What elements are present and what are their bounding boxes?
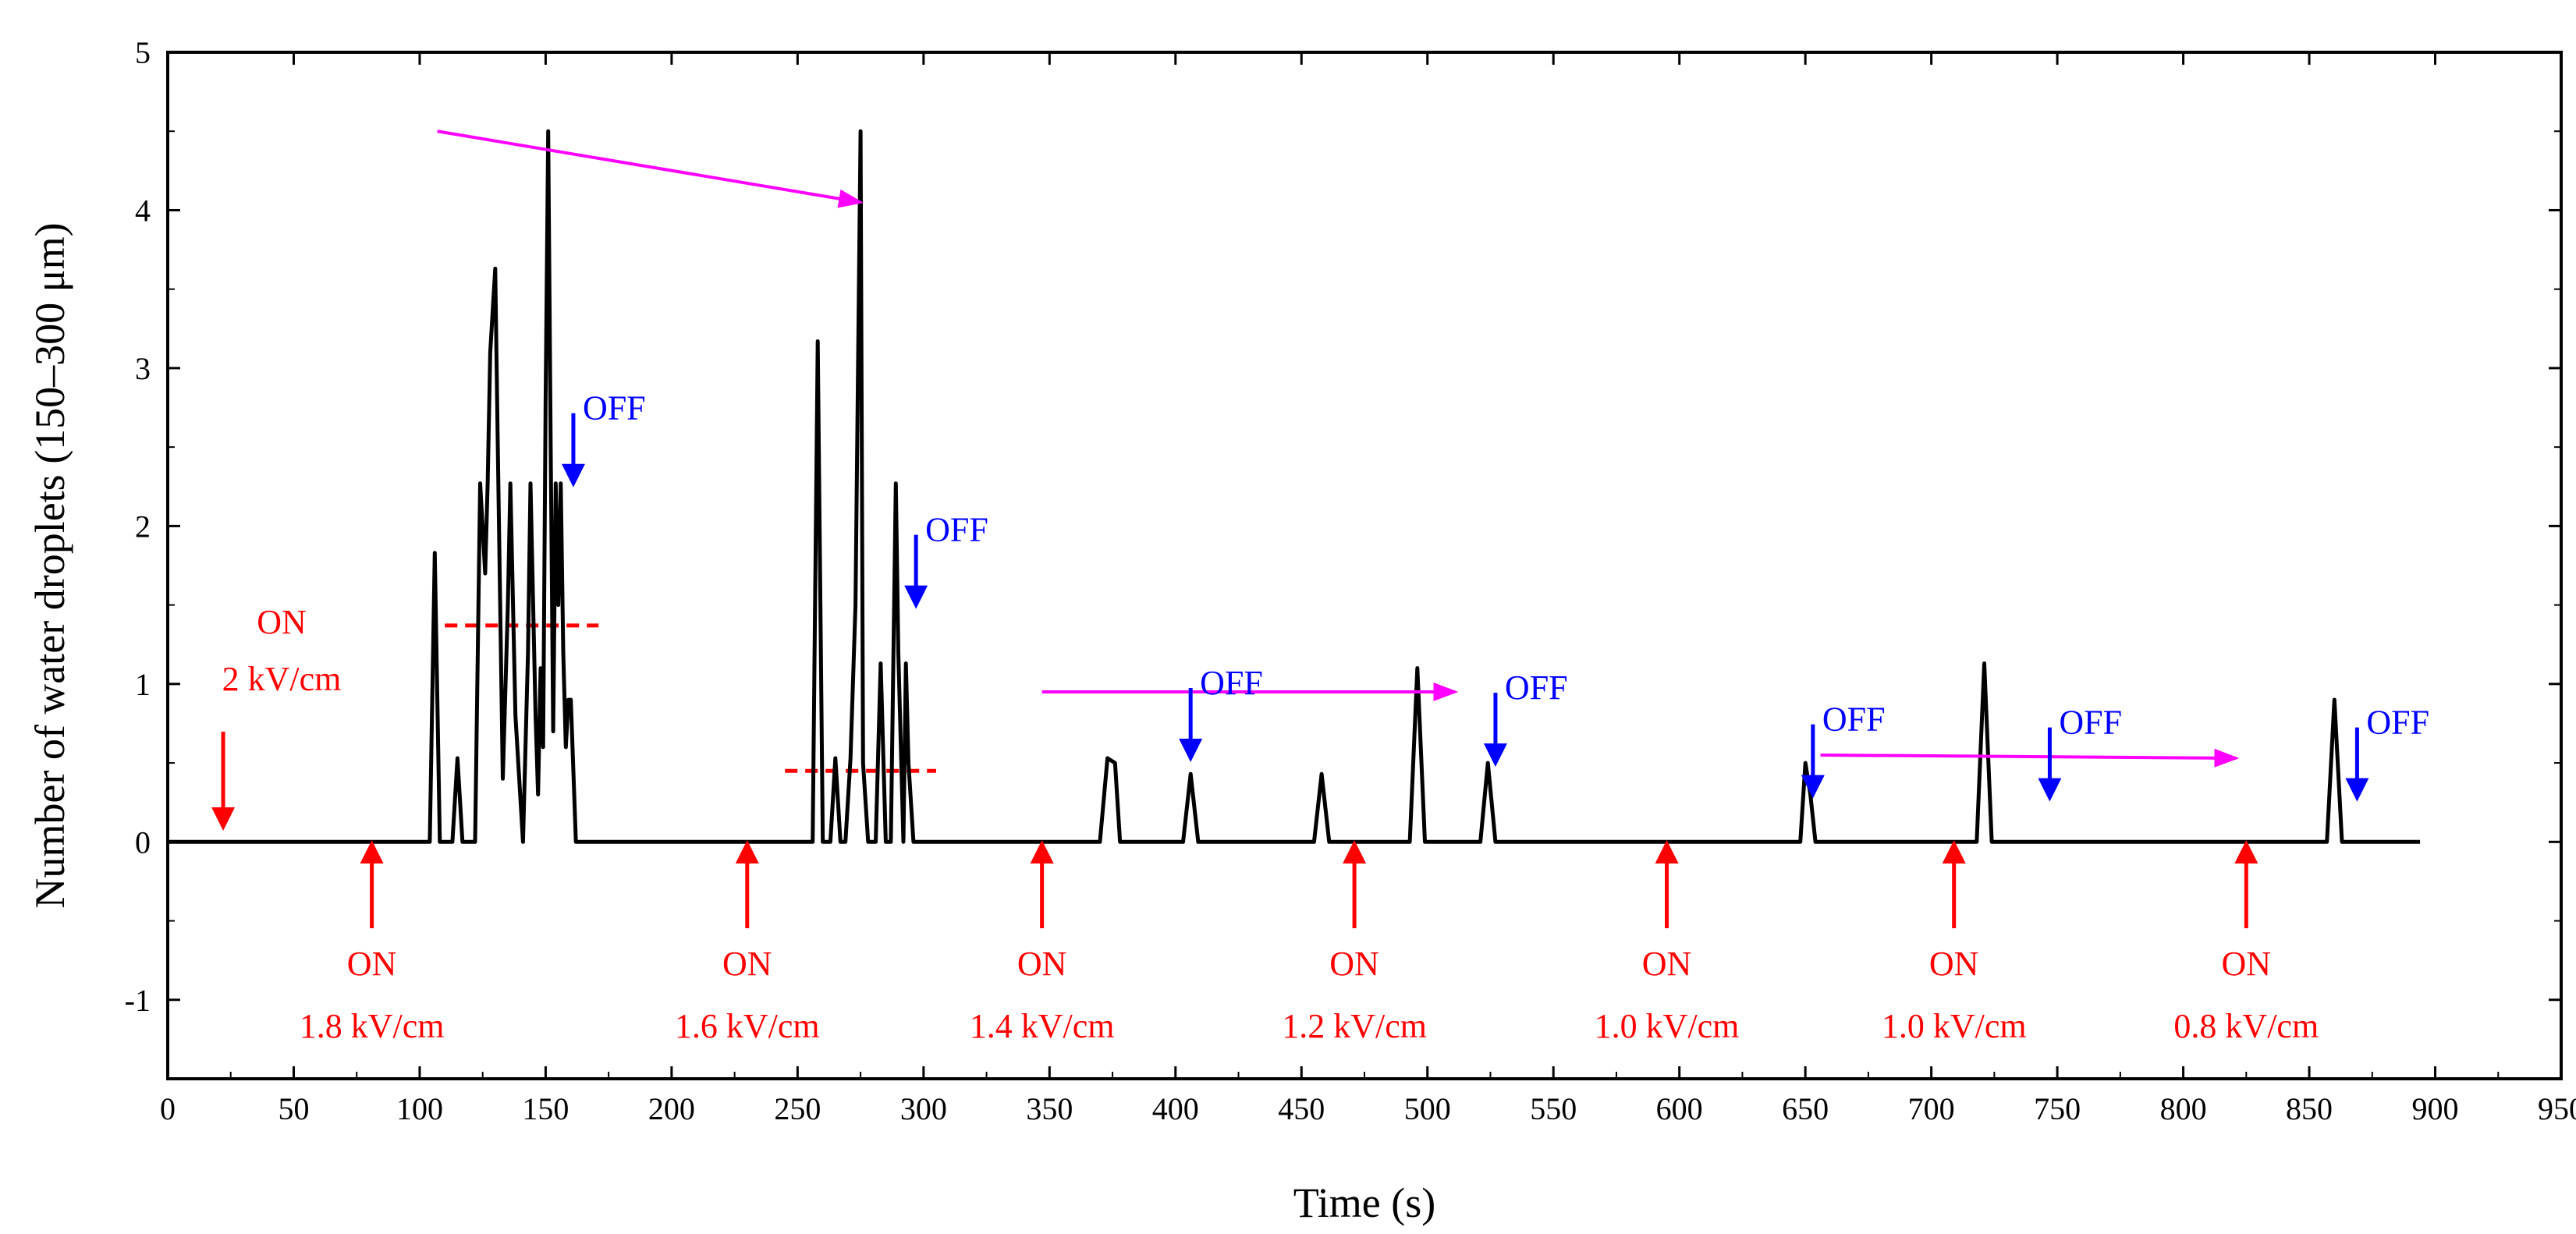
x-tick-label: 500 bbox=[1404, 1091, 1451, 1126]
dashed-level-lines bbox=[445, 623, 936, 773]
x-tick-label: 850 bbox=[2286, 1091, 2333, 1126]
on-label: ON bbox=[1329, 945, 1379, 983]
x-tick-label: 100 bbox=[396, 1091, 443, 1126]
x-tick-label: 750 bbox=[2034, 1091, 2081, 1126]
on-field-label: 1.4 kV/cm bbox=[970, 1007, 1115, 1045]
on-field-label: 1.0 kV/cm bbox=[1595, 1007, 1740, 1045]
trend-arrow bbox=[437, 129, 864, 208]
on-field-label: 1.8 kV/cm bbox=[300, 1007, 445, 1045]
y-axis-ticks: -1 0 1 2 3 4 5 bbox=[125, 35, 2561, 1080]
on-field-label: 1.2 kV/cm bbox=[1282, 1007, 1427, 1045]
x-tick-label: 900 bbox=[2412, 1091, 2459, 1126]
x-tick-label: 250 bbox=[774, 1091, 821, 1126]
y-tick-label: 5 bbox=[135, 35, 151, 70]
x-tick-label: 800 bbox=[2160, 1091, 2207, 1126]
x-tick-label: 150 bbox=[522, 1091, 569, 1126]
x-tick-label: 300 bbox=[900, 1091, 947, 1126]
off-label: OFF bbox=[2366, 704, 2429, 742]
off-annotations: OFF OFF OFF OFF OFF OFF OFF bbox=[561, 389, 2429, 802]
y-tick-label: 2 bbox=[135, 509, 151, 544]
y-tick-label: 4 bbox=[135, 193, 151, 228]
x-tick-label: 950 bbox=[2538, 1091, 2576, 1126]
off-label: OFF bbox=[1200, 664, 1263, 702]
on-field-label: 1.0 kV/cm bbox=[1882, 1007, 2027, 1045]
on-label: ON bbox=[1017, 945, 1067, 983]
y-tick-label: 1 bbox=[135, 667, 151, 702]
series-layer bbox=[168, 129, 2421, 844]
plot-frame bbox=[166, 51, 2563, 1080]
series-line bbox=[168, 129, 2421, 844]
trend-arrow bbox=[1820, 748, 2240, 768]
x-tick-label: 400 bbox=[1152, 1091, 1199, 1126]
off-label: OFF bbox=[2059, 704, 2122, 742]
off-label: OFF bbox=[1505, 668, 1568, 707]
off-label: OFF bbox=[1822, 700, 1886, 739]
on-field-label: 2 kV/cm bbox=[222, 660, 342, 698]
x-tick-label: 700 bbox=[1908, 1091, 1955, 1126]
on-label: ON bbox=[2222, 945, 2272, 983]
on-label: ON bbox=[347, 945, 397, 983]
x-tick-label: 600 bbox=[1656, 1091, 1703, 1126]
off-label: OFF bbox=[583, 389, 646, 427]
on-label: ON bbox=[257, 603, 307, 641]
y-tick-label: -1 bbox=[125, 983, 151, 1018]
x-axis-ticks: 0 50 100 150 200 250 300 350 400 450 500 550 600 650 7… bbox=[160, 52, 2576, 1126]
on-annotations: ON 2 kV/cm ON 1.8 kV/cm ON 1.6 kV/cm ON 1.4 kV/… bbox=[211, 603, 2319, 1045]
x-axis-title: Time (s) bbox=[1293, 1179, 1436, 1226]
x-tick-label: 450 bbox=[1278, 1091, 1325, 1126]
on-label: ON bbox=[1642, 945, 1692, 983]
x-tick-label: 50 bbox=[278, 1091, 309, 1126]
x-tick-label: 650 bbox=[1782, 1091, 1829, 1126]
y-tick-label: 3 bbox=[135, 351, 151, 386]
y-tick-label: 0 bbox=[135, 824, 151, 860]
on-field-label: 0.8 kV/cm bbox=[2173, 1007, 2319, 1045]
trend-arrows bbox=[437, 129, 2240, 768]
x-tick-label: 550 bbox=[1530, 1091, 1577, 1126]
off-label: OFF bbox=[925, 511, 988, 549]
x-tick-label: 0 bbox=[160, 1091, 176, 1126]
on-label: ON bbox=[1929, 945, 1979, 983]
x-tick-label: 350 bbox=[1026, 1091, 1073, 1126]
on-field-label: 1.6 kV/cm bbox=[675, 1007, 820, 1045]
y-axis-title: Number of water droplets (150–300 μm) bbox=[27, 222, 73, 908]
x-tick-label: 200 bbox=[648, 1091, 695, 1126]
on-label: ON bbox=[722, 945, 772, 983]
